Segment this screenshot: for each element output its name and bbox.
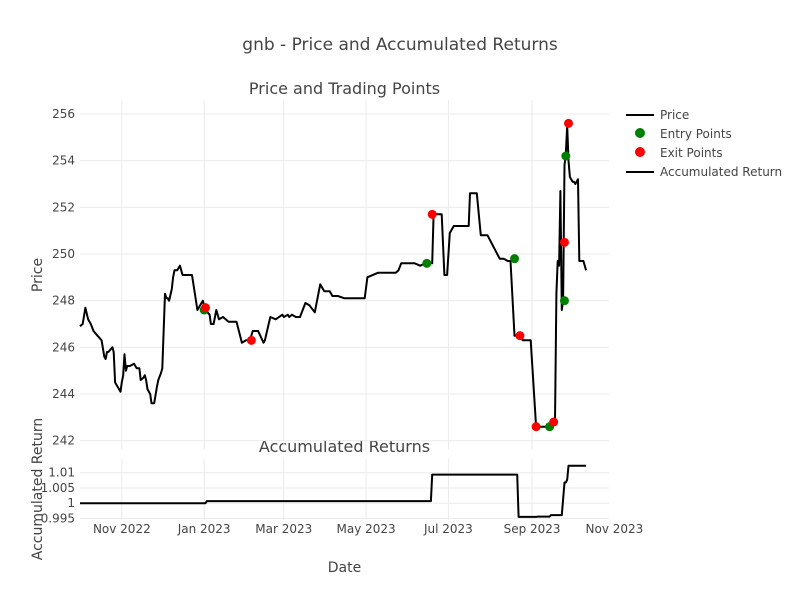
x-tick-label-6: Nov 2023: [586, 522, 644, 536]
price-y-tick-5: 252: [52, 200, 75, 214]
legend-item-entry-points[interactable]: Entry Points: [635, 127, 732, 141]
returns-y-tick-1: 1: [67, 496, 75, 510]
returns-plot-area: [80, 464, 587, 518]
x-tick-label-1: Jan 2023: [177, 522, 231, 536]
legend-label-accumulated-return: Accumulated Return: [660, 165, 782, 179]
exit-point-marker: [246, 335, 256, 345]
exit-point-marker: [549, 417, 559, 427]
legend-label-entry-points: Entry Points: [660, 127, 732, 141]
legend-item-price[interactable]: Price: [626, 108, 689, 122]
x-tick-label-2: Mar 2023: [255, 522, 312, 536]
exit-point-marker: [201, 303, 211, 313]
returns-y-tick-3: 1.01: [48, 466, 75, 480]
returns-y-axis-title: Accumulated Return: [30, 418, 46, 560]
legend-item-accumulated-return[interactable]: Accumulated Return: [626, 165, 782, 179]
price-y-tick-7: 256: [52, 107, 75, 121]
price-y-tick-0: 242: [52, 434, 75, 448]
legend-item-exit-points[interactable]: Exit Points: [635, 146, 723, 160]
price-y-tick-6: 254: [52, 154, 75, 168]
price-gridlines: [80, 100, 609, 450]
returns-y-tick-0: 0.995: [41, 511, 75, 525]
x-tick-label-3: May 2023: [337, 522, 396, 536]
entry-point-marker: [510, 254, 520, 264]
x-axis-title: Date: [328, 560, 361, 576]
legend-label-exit-points: Exit Points: [660, 146, 723, 160]
price-plot-area: [79, 118, 588, 432]
x-tick-label-4: Jul 2023: [423, 522, 473, 536]
price-y-tick-labels: 242 244 246 248 250 252 254 256: [52, 107, 75, 448]
x-tick-label-5: Sep 2023: [504, 522, 561, 536]
accumulated-return-line: [80, 464, 587, 518]
legend: Price Entry Points Exit Points Accumulat…: [626, 108, 782, 179]
price-subplot-title: Price and Trading Points: [249, 79, 440, 98]
exit-point-marker: [531, 422, 541, 432]
entry-point-marker: [561, 151, 571, 161]
exit-point-marker: [427, 209, 437, 219]
price-y-tick-1: 244: [52, 387, 75, 401]
x-tick-label-0: Nov 2022: [93, 522, 151, 536]
price-series-line: [79, 124, 588, 428]
returns-y-tick-2: 1.005: [41, 481, 75, 495]
entry-point-marker: [559, 296, 569, 306]
price-y-tick-4: 250: [52, 247, 75, 261]
chart-title: gnb - Price and Accumulated Returns: [242, 35, 558, 55]
date-x-tick-labels: Nov 2022 Jan 2023 Mar 2023 May 2023 Jul 2023…: [93, 522, 643, 536]
legend-label-price: Price: [660, 108, 689, 122]
returns-gridlines: [80, 459, 609, 520]
price-y-tick-2: 246: [52, 340, 75, 354]
exit-point-marker: [564, 118, 574, 128]
price-y-tick-3: 248: [52, 294, 75, 308]
price-y-axis-title: Price: [30, 258, 46, 292]
entry-point-marker: [422, 258, 432, 268]
exit-point-marker: [515, 331, 525, 341]
returns-subplot-title: Accumulated Returns: [259, 437, 430, 456]
exit-point-marker: [559, 237, 569, 247]
